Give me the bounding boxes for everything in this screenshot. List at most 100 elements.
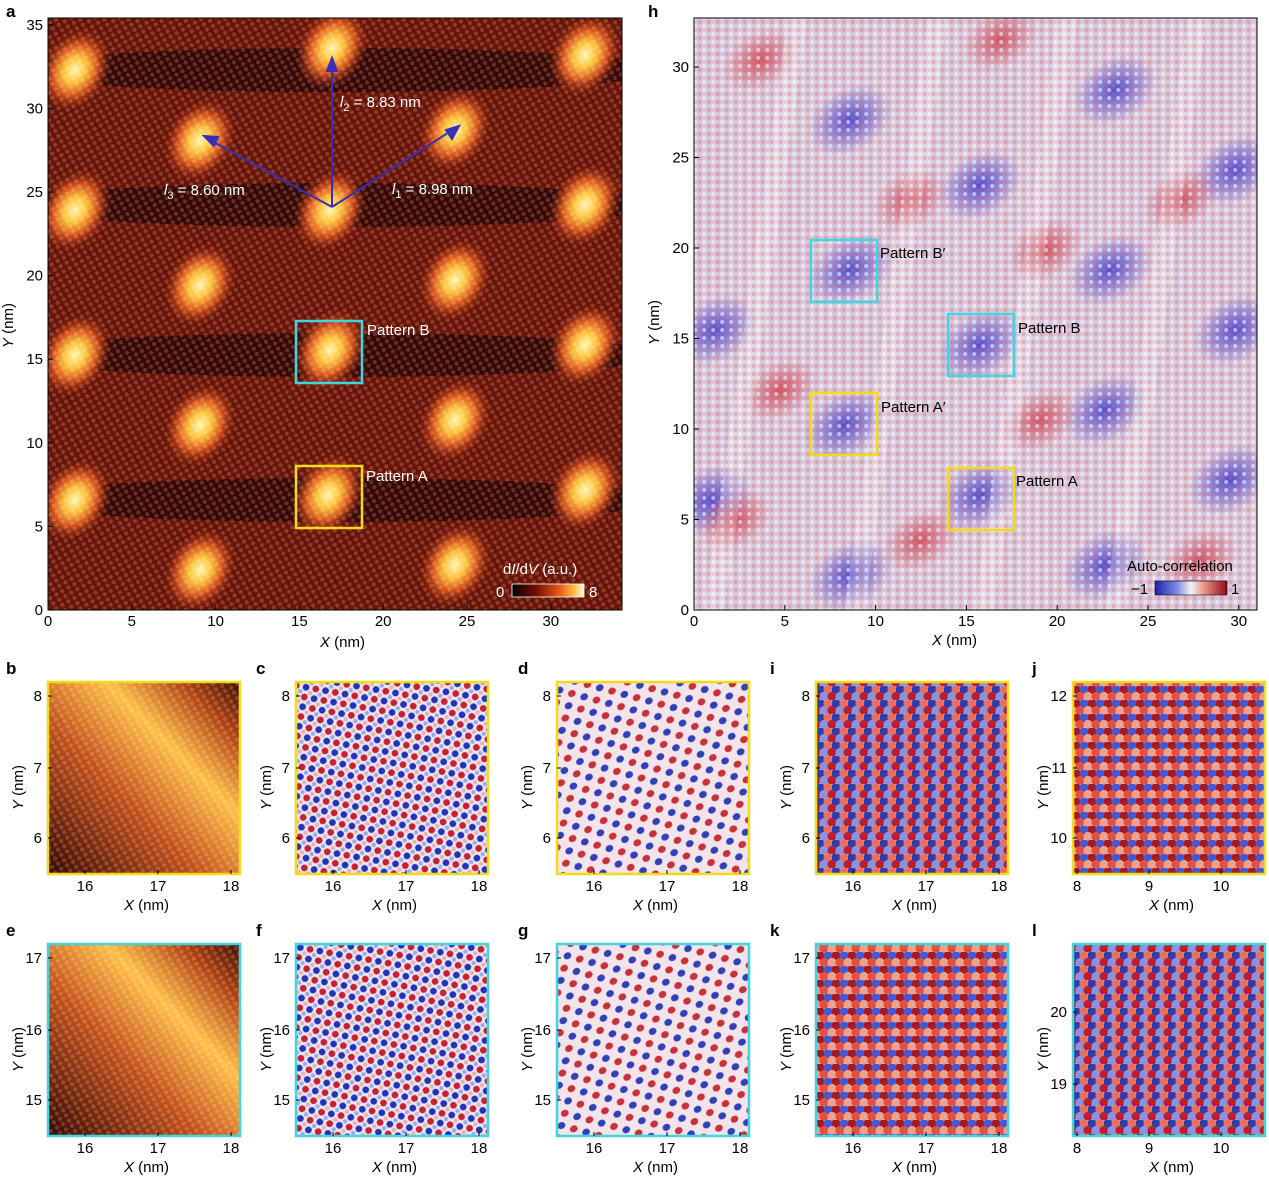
- x-tick-label: 15: [291, 613, 308, 630]
- colorbar-a-max: 8: [589, 584, 597, 601]
- y-tick-label: 17: [25, 950, 42, 967]
- axis-x-label-c: X (nm): [371, 897, 417, 914]
- panel-e: e 16 17 18 15 16 17 X (nm) Y (nm): [6, 921, 242, 1176]
- axis-x-label-i: X (nm): [891, 897, 937, 914]
- y-tick-label: 15: [534, 1092, 551, 1109]
- pattern-b-box-h: [946, 312, 1016, 378]
- x-tick-label: 18: [471, 1140, 488, 1157]
- x-tick-label: 5: [781, 613, 789, 630]
- colorbar-h-max: 1: [1231, 581, 1239, 598]
- axis-y-label-k: Y (nm): [778, 1027, 795, 1072]
- axis-x-label-h: X (nm): [931, 632, 977, 649]
- x-tick-label: 18: [732, 878, 749, 895]
- frame-g: [555, 942, 751, 1138]
- x-tick-label: 17: [398, 878, 415, 895]
- colorbar-h-min: −1: [1131, 581, 1148, 598]
- frame-e: [46, 942, 242, 1138]
- x-tick-label: 10: [1213, 1140, 1230, 1157]
- y-tick-label: 16: [534, 1022, 551, 1039]
- axis-x-label-l: X (nm): [1148, 1159, 1194, 1176]
- x-tick-label: 8: [1073, 1140, 1081, 1157]
- y-tick-label: 5: [35, 518, 43, 535]
- y-tick-label: 30: [672, 59, 689, 76]
- axis-ticks-h: 0 5 10 15 20 25 30 0 5 10 15 20 25 30: [672, 59, 1247, 630]
- axis-y-label-i: Y (nm): [778, 765, 795, 810]
- y-tick-label: 20: [1050, 1004, 1067, 1021]
- x-tick-label: 10: [1213, 878, 1230, 895]
- x-tick-label: 16: [325, 878, 342, 895]
- axis-x-label-e: X (nm): [123, 1159, 169, 1176]
- panel-c: c 16 17 18 6 7 8 X (nm) Y (nm): [256, 659, 490, 914]
- y-tick-label: 6: [802, 830, 810, 847]
- pattern-a-box-h: [946, 466, 1016, 532]
- x-tick-label: 8: [1073, 878, 1081, 895]
- axis-x-label-k: X (nm): [891, 1159, 937, 1176]
- panel-i: i 16 17 18 6 7 8 X (nm) Y (nm): [770, 659, 1010, 914]
- pattern-b-prime-box: [809, 238, 879, 304]
- x-tick-label: 17: [659, 878, 676, 895]
- y-tick-label: 17: [273, 950, 290, 967]
- pattern-a-label: Pattern A: [366, 468, 428, 485]
- x-tick-label: 17: [150, 1140, 167, 1157]
- x-tick-label: 0: [690, 613, 698, 630]
- x-tick-label: 18: [223, 1140, 240, 1157]
- frame-d: [555, 680, 751, 876]
- colorbar-a-min: 0: [496, 584, 504, 601]
- frame-k: [814, 942, 1010, 1138]
- y-tick-label: 30: [26, 100, 43, 117]
- y-tick-label: 12: [1050, 688, 1067, 705]
- y-tick-label: 7: [543, 760, 551, 777]
- axis-y-label-d: Y (nm): [519, 765, 536, 810]
- y-tick-label: 8: [282, 688, 290, 705]
- map-d: [557, 682, 749, 874]
- x-tick-label: 17: [659, 1140, 676, 1157]
- atomic-lattice: [48, 944, 240, 1136]
- x-tick-label: 9: [1145, 878, 1153, 895]
- vector-l1-label: l1 = 8.98 nm: [392, 181, 473, 201]
- axis-y-label-a: Y (nm): [0, 303, 17, 348]
- y-tick-label: 7: [802, 760, 810, 777]
- panel-h: h 0 5 10 15 20 25 30 0 5 10 15 20 25 30 Pattern B′ Pa…: [646, 2, 1258, 649]
- map-l: [1073, 944, 1265, 1136]
- panel-l: l 8 9 10 19 20 X (nm) Y (nm): [1032, 921, 1267, 1176]
- frame-f: [294, 942, 490, 1138]
- x-tick-label: 16: [845, 1140, 862, 1157]
- axis-x-label-a: X (nm): [319, 634, 365, 651]
- panel-label-i: i: [770, 659, 775, 678]
- panel-label-a: a: [6, 2, 16, 21]
- pattern-b-label-h: Pattern B: [1018, 320, 1081, 337]
- frame-j: [1071, 680, 1267, 876]
- frame-b: [46, 680, 242, 876]
- panel-label-d: d: [518, 659, 528, 678]
- y-tick-label: 10: [1050, 830, 1067, 847]
- frame-c: [294, 680, 490, 876]
- x-tick-label: 17: [398, 1140, 415, 1157]
- x-tick-label: 20: [1049, 613, 1066, 630]
- x-tick-label: 25: [1140, 613, 1157, 630]
- x-tick-label: 15: [958, 613, 975, 630]
- y-tick-label: 15: [672, 331, 689, 348]
- map-j: [1073, 682, 1265, 874]
- y-tick-label: 5: [681, 512, 689, 529]
- colorbar-a: dI/dV (a.u.) 0 8: [496, 561, 597, 601]
- map-k: [816, 944, 1008, 1136]
- panel-label-h: h: [648, 2, 658, 21]
- panel-a: a 0 5 10 15 20 25 30 0 5 10 15 20 25 30 35 l1 = 8.98 n…: [0, 2, 623, 651]
- atomic-lattice: [48, 682, 240, 874]
- y-tick-label: 15: [25, 1092, 42, 1109]
- pattern-b-prime-label: Pattern B′: [880, 245, 946, 262]
- y-tick-label: 17: [793, 950, 810, 967]
- y-tick-label: 16: [25, 1022, 42, 1039]
- axis-x-label-d: X (nm): [632, 897, 678, 914]
- y-tick-label: 25: [672, 150, 689, 167]
- panel-label-f: f: [256, 921, 262, 940]
- pattern-a-prime-label: Pattern A′: [881, 399, 946, 416]
- panel-label-k: k: [770, 921, 780, 940]
- x-tick-label: 18: [732, 1140, 749, 1157]
- x-tick-label: 17: [918, 1140, 935, 1157]
- y-tick-label: 35: [26, 17, 43, 34]
- frame-h: [693, 17, 1258, 611]
- panel-j: j 8 9 10 10 11 12 X (nm) Y (nm): [1031, 659, 1267, 914]
- axis-y-label-h: Y (nm): [646, 300, 663, 345]
